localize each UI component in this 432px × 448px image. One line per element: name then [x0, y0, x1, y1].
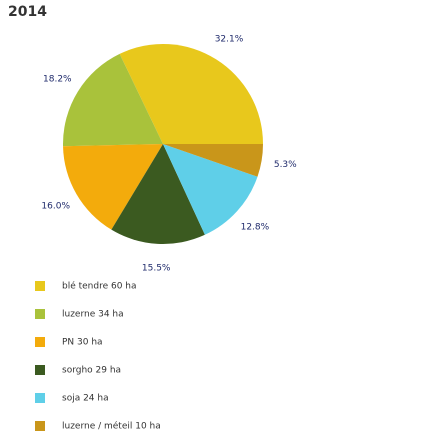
- pie-slice: [163, 144, 263, 177]
- chart-title: 2014: [8, 4, 47, 20]
- pie-slice: [119, 43, 263, 144]
- legend-label: blé tendre 60 ha: [62, 281, 137, 292]
- value-label: 16.0%: [41, 202, 70, 212]
- pie-slice: [63, 144, 163, 230]
- legend-swatch: [35, 421, 45, 431]
- legend-swatch: [35, 281, 45, 291]
- legend-label: soja 24 ha: [62, 394, 109, 404]
- legend-label: sorgho 29 ha: [62, 366, 121, 376]
- pie-slice: [63, 53, 164, 147]
- value-label: 12.8%: [241, 223, 270, 233]
- legend-swatch: [35, 393, 45, 403]
- pie-slice: [163, 144, 258, 235]
- legend-swatch: [35, 309, 45, 319]
- legend-swatch: [35, 365, 45, 375]
- value-label: 15.5%: [142, 263, 171, 273]
- legend-label: luzerne / méteil 10 ha: [62, 421, 161, 432]
- legend-label: luzerne 34 ha: [62, 310, 124, 320]
- legend-swatch: [35, 337, 45, 347]
- pie-slice: [111, 144, 205, 244]
- value-label: 18.2%: [43, 75, 72, 85]
- value-label: 32.1%: [215, 35, 244, 45]
- legend-label: PN 30 ha: [62, 338, 103, 348]
- value-label: 5.3%: [274, 160, 297, 170]
